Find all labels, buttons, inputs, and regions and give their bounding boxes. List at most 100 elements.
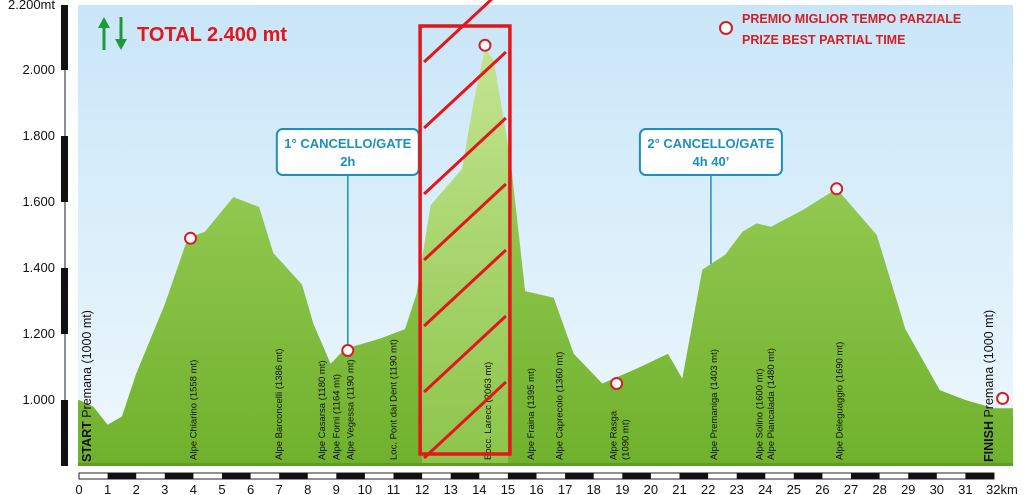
x-tick-label: 29 (901, 482, 915, 495)
x-tick-label: 20 (644, 482, 658, 495)
prize-marker (478, 38, 492, 52)
x-axis-segment (279, 473, 308, 479)
x-tick-label: 28 (872, 482, 886, 495)
x-tick-label: 24 (758, 482, 772, 495)
x-tick-label: 10 (358, 482, 372, 495)
prize-marker-icon (719, 21, 733, 35)
x-tick-label: 14 (472, 482, 486, 495)
x-tick-label: 19 (615, 482, 629, 495)
x-tick-label: 6 (247, 482, 254, 495)
x-tick-label: 11 (387, 482, 401, 495)
gate-time: 4h 40’ (692, 154, 729, 169)
y-axis: 1.000 1.200 1.400 1.600 1.800 2.000 2.200mt (8, 0, 68, 466)
x-axis-segment (336, 473, 365, 479)
waypoint-label: Bocc. Larecc (2063 mt) (483, 362, 494, 460)
prize-markers (184, 38, 1010, 405)
waypoint-label: Alpe Deleguaggio (1690 mt) (835, 342, 846, 460)
y-axis-band (61, 136, 68, 202)
waypoint-label: Alpe Premaniga (1403 mt) (709, 349, 720, 460)
prize-marker (610, 377, 624, 390)
highlight-hatch-line (423, 314, 507, 394)
x-tick-label: 3 (161, 482, 168, 495)
plot-area (78, 5, 1013, 466)
finish-label: FINISH Premana (1000 mt) (982, 310, 996, 462)
x-axis-segment (793, 473, 823, 479)
waypoint-label: Alpe Casarsa (1180 mt) (317, 360, 328, 460)
x-tick-label: 25 (787, 482, 801, 495)
x-axis-segment (393, 473, 423, 479)
x-tick-label: 17 (558, 482, 572, 495)
y-tick-label: 1.400 (22, 260, 55, 275)
waypoint-label: Loc. Pont dal Dent (1190 mt) (389, 339, 400, 460)
x-tick-label: 1 (104, 482, 111, 495)
x-tick-label: 26 (815, 482, 829, 495)
x-axis-segment (222, 473, 251, 479)
highlight-hatch-line (423, 380, 507, 460)
x-tick-label: 12 (415, 482, 429, 495)
x-tick-label: 22 (701, 482, 715, 495)
time-gates: 1° CANCELLO/GATE 2h 2° CANCELLO/GATE 4h 40’ (275, 128, 783, 348)
x-axis-segment (908, 473, 937, 479)
waypoint-label: Alpe Vegessa (1190 mt) (346, 359, 357, 460)
ground-strip (78, 463, 1013, 466)
legend-line-1: PREMIO MIGLIOR TEMPO PARZIALE (742, 12, 961, 26)
y-tick-label: 1.000 (22, 392, 55, 407)
start-place: Premana (1000 mt) (80, 310, 94, 418)
highlight-hatch-line (423, 0, 494, 64)
highlight-hatch-line (423, 50, 507, 130)
x-tick-label: 27 (844, 482, 858, 495)
x-tick-label: 21 (672, 482, 686, 495)
x-tick-label: 5 (218, 482, 225, 495)
y-axis-band (61, 268, 68, 334)
highlight-hatch-line (423, 116, 507, 196)
peak-segment-area (422, 49, 508, 466)
gate-box (638, 128, 783, 176)
prize-marker (341, 344, 355, 357)
gate-callout: 1° CANCELLO/GATE 2h (275, 128, 420, 348)
waypoint-label: Alpe Piancalada (1480 mt) (766, 348, 777, 460)
x-axis: 0 1 2 3 4 5 6 7 8 9 10 11 12 13 14 15 16 17 18 19 20 21 22 23 24… (75, 472, 1018, 495)
start-prefix: START (80, 418, 94, 462)
x-axis-segment (679, 473, 709, 479)
highlight-hatch-line (423, 182, 507, 262)
x-tick-label: 31 (958, 482, 972, 495)
y-tick-label: 1.200 (22, 326, 55, 341)
gate-title: 2° CANCELLO/GATE (647, 136, 774, 151)
y-tick-label: 2.000 (22, 62, 55, 77)
highlight-segment (418, 0, 512, 460)
finish-prefix: FINISH (982, 418, 996, 462)
waypoint-labels: START Premana (1000 mt) Alpe Chiarino (15… (80, 310, 996, 462)
waypoint-label: Alpe Caprecolo (1360 mt) (554, 352, 565, 460)
x-axis-segment (851, 473, 880, 479)
legend: PREMIO MIGLIOR TEMPO PARZIALE PRIZE BEST… (719, 12, 961, 47)
x-tick-label: 23 (729, 482, 743, 495)
waypoint-label: Alpe Chiarino (1558 mt) (188, 360, 199, 460)
total-elevation-indicator: TOTAL 2.400 mt (98, 17, 287, 50)
elevation-area (78, 49, 1013, 466)
x-axis-segment (736, 473, 766, 479)
y-tick-label: 1.600 (22, 194, 55, 209)
x-tick-label: 9 (333, 482, 340, 495)
prize-marker (184, 231, 197, 245)
highlight-hatch-line (423, 248, 507, 328)
x-tick-label: 0 (75, 482, 82, 495)
waypoint-label: Alpe Solino (1600 mt) (755, 369, 766, 460)
waypoint-label: Alpe Rasga (609, 410, 620, 460)
x-tick-label: 15 (501, 482, 515, 495)
x-axis-segment (450, 473, 480, 479)
x-tick-label: 8 (304, 482, 311, 495)
x-tick-label: 16 (529, 482, 543, 495)
x-axis-segment (164, 473, 194, 479)
y-tick-label: 1.800 (22, 128, 55, 143)
start-label: START Premana (1000 mt) (80, 310, 94, 462)
x-tick-label: 4 (190, 482, 197, 495)
arrow-up-icon (98, 17, 110, 50)
prize-marker (830, 182, 844, 196)
legend-line-2: PRIZE BEST PARTIAL TIME (742, 33, 905, 47)
gate-title: 1° CANCELLO/GATE (284, 136, 411, 151)
total-elevation-label: TOTAL 2.400 mt (137, 24, 287, 46)
x-tick-label: 7 (276, 482, 283, 495)
waypoint-label: Alpe Barconcelli (1386 mt) (274, 349, 285, 460)
x-tick-label: 32km (986, 482, 1018, 495)
